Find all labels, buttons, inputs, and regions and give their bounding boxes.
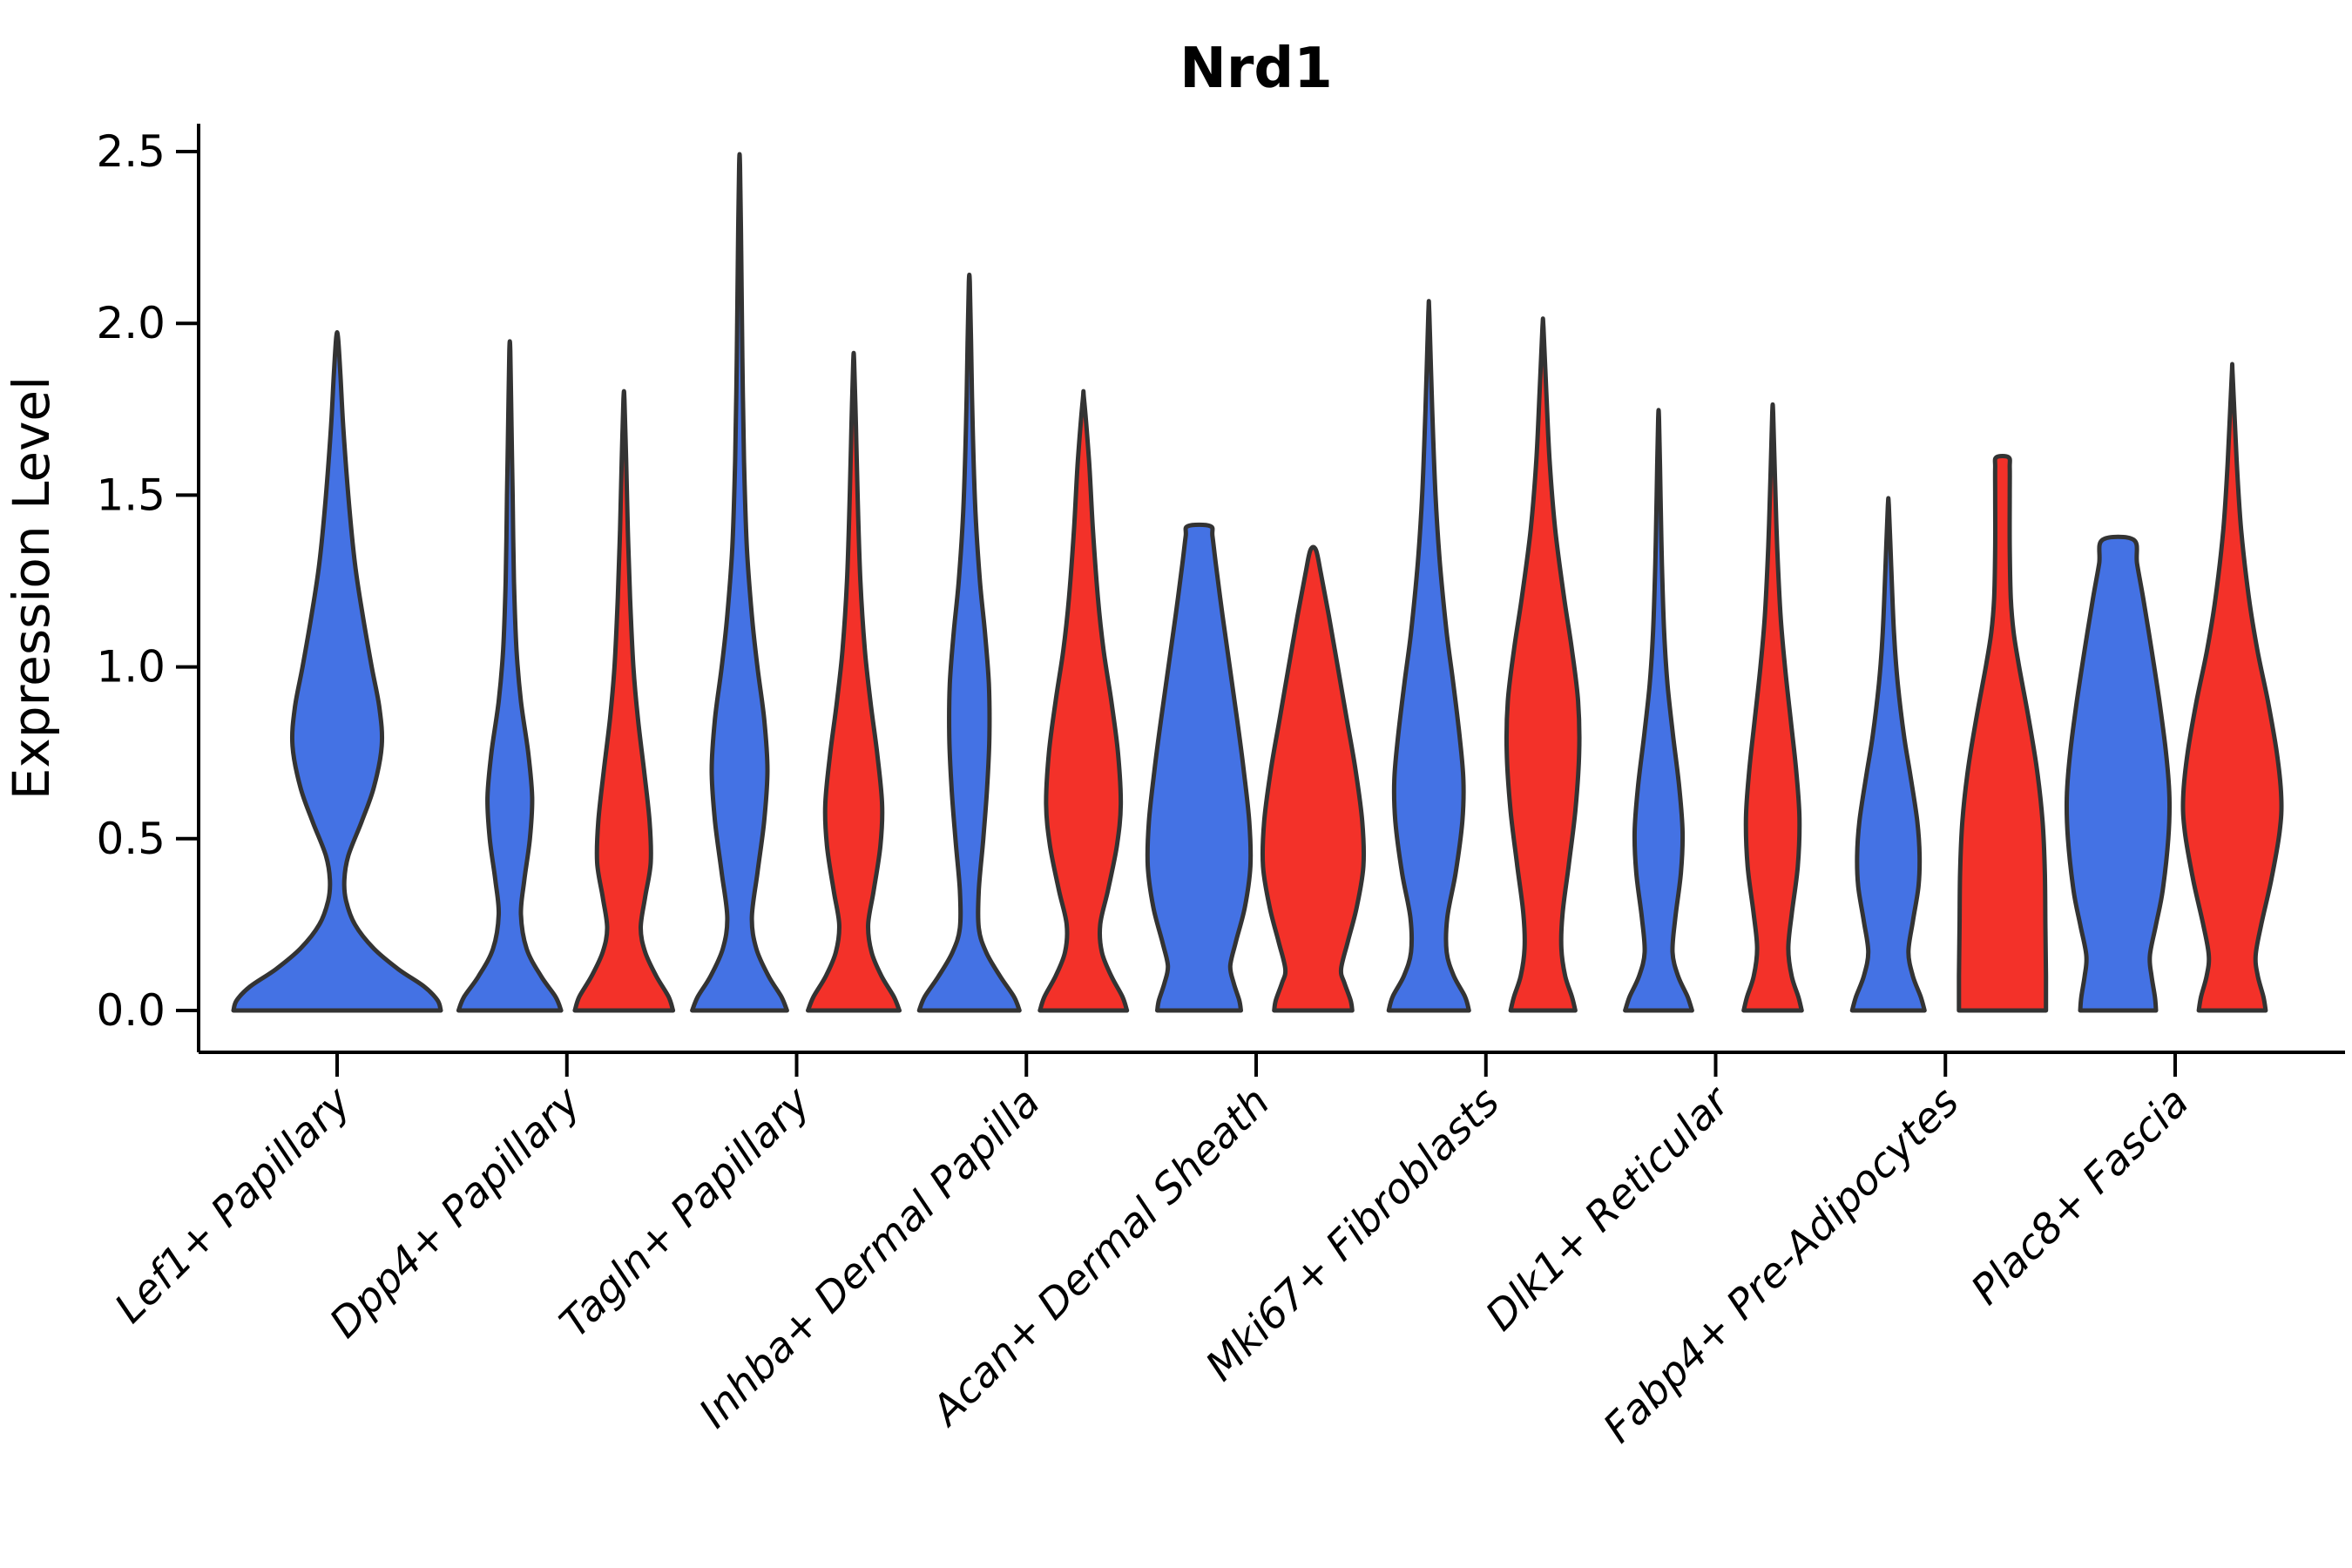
y-tick-label: 1.5 xyxy=(96,470,166,520)
violin-plac8-blue xyxy=(2064,534,2173,1013)
y-tick-label: 2.5 xyxy=(96,126,166,177)
violin-plac8-red xyxy=(2180,362,2284,1013)
y-tick-labels: 0.0 0.5 1.0 1.5 2.0 2.5 xyxy=(96,126,166,1036)
violin-acan-red xyxy=(1260,544,1367,1013)
violin-mki67-blue xyxy=(1386,299,1471,1013)
y-tick-label: 0.5 xyxy=(96,814,166,864)
violin-tagln-red xyxy=(806,350,902,1013)
violin-dlk1-red xyxy=(1741,402,1804,1013)
violin-fabp4-red xyxy=(1957,454,2049,1013)
chart-title: Nrd1 xyxy=(1179,37,1332,101)
violin-inhba-red xyxy=(1037,389,1130,1013)
violin-mki67-red xyxy=(1504,316,1582,1013)
violins-layer xyxy=(231,152,2284,1013)
violin-lef1-blue xyxy=(231,330,443,1013)
violin-tagln-blue xyxy=(690,152,789,1013)
violin-inhba-blue xyxy=(916,273,1022,1013)
y-tick-label: 0.0 xyxy=(96,985,166,1036)
violin-dlk1-blue xyxy=(1623,408,1694,1013)
violin-dpp4-blue xyxy=(456,339,564,1013)
violin-fabp4-blue xyxy=(1849,496,1927,1013)
y-axis-label: Expression Level xyxy=(2,376,61,800)
violin-dpp4-red xyxy=(572,389,676,1013)
y-tick-label: 2.0 xyxy=(96,298,166,348)
violin-acan-blue xyxy=(1145,522,1254,1013)
axes-layer xyxy=(176,124,2345,1077)
y-tick-label: 1.0 xyxy=(96,642,166,693)
